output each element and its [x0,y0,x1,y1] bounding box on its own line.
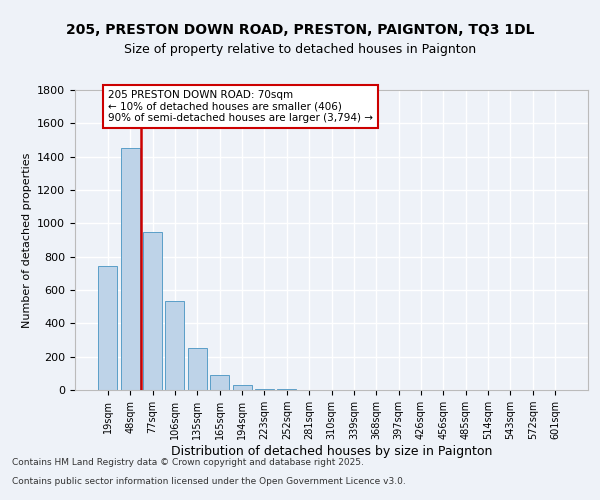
Text: Contains HM Land Registry data © Crown copyright and database right 2025.: Contains HM Land Registry data © Crown c… [12,458,364,467]
Bar [210,375,229,390]
Y-axis label: Number of detached properties: Number of detached properties [22,152,32,328]
Bar [255,388,274,390]
Text: Contains public sector information licensed under the Open Government Licence v3: Contains public sector information licen… [12,476,406,486]
Bar [121,148,140,390]
Text: Size of property relative to detached houses in Paignton: Size of property relative to detached ho… [124,42,476,56]
X-axis label: Distribution of detached houses by size in Paignton: Distribution of detached houses by size … [171,445,492,458]
Bar [166,301,184,390]
Bar [188,348,207,390]
Text: 205, PRESTON DOWN ROAD, PRESTON, PAIGNTON, TQ3 1DL: 205, PRESTON DOWN ROAD, PRESTON, PAIGNTO… [66,22,534,36]
Bar [98,266,118,390]
Bar [233,385,251,390]
Text: 205 PRESTON DOWN ROAD: 70sqm
← 10% of detached houses are smaller (406)
90% of s: 205 PRESTON DOWN ROAD: 70sqm ← 10% of de… [108,90,373,123]
Bar [143,232,162,390]
